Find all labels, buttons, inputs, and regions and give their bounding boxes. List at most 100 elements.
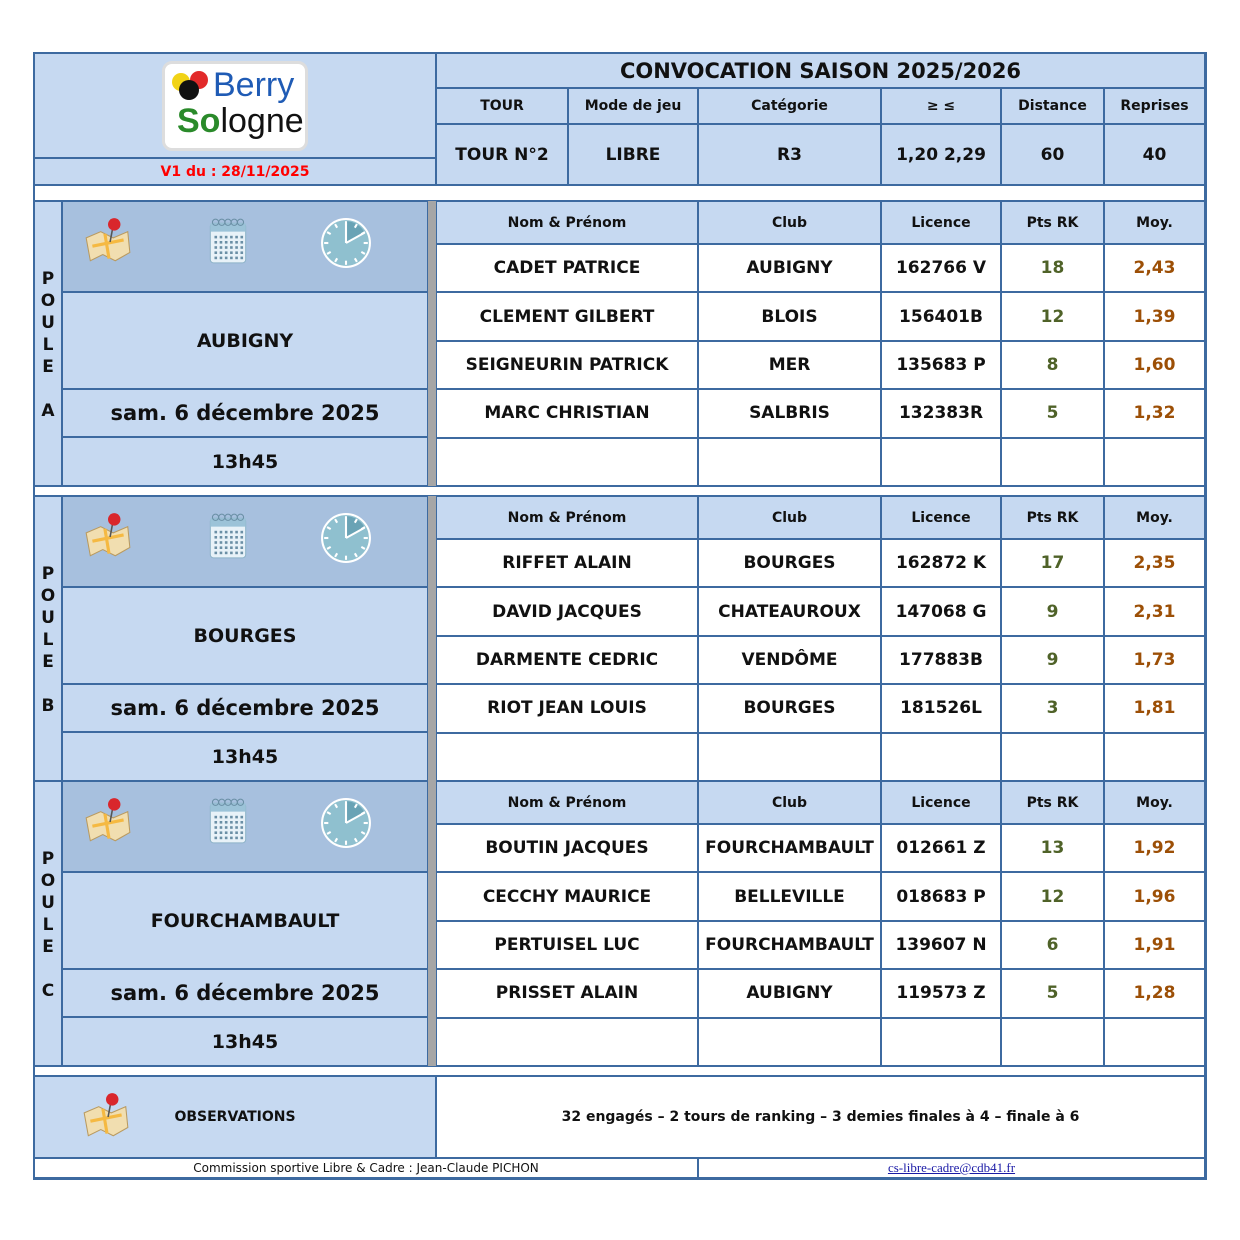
player-name: SEIGNEURIN PATRICK bbox=[436, 340, 698, 390]
poule-letter: O bbox=[40, 871, 56, 891]
table-header-1: Club bbox=[698, 201, 881, 244]
player-licence: 181526L bbox=[881, 684, 1001, 733]
header-value-2: R3 bbox=[698, 124, 881, 185]
poule-letter: O bbox=[40, 291, 56, 311]
clock-icon bbox=[320, 217, 372, 273]
empty-cell bbox=[698, 1017, 881, 1066]
spacer bbox=[34, 486, 1205, 496]
observations-label-cell: OBSERVATIONS bbox=[34, 1076, 436, 1158]
header-value-1: LIBRE bbox=[568, 124, 698, 185]
player-name: RIOT JEAN LOUIS bbox=[436, 684, 698, 733]
player-licence: 162872 K bbox=[881, 539, 1001, 588]
player-pts-rk: 8 bbox=[1001, 340, 1104, 390]
player-name: RIFFET ALAIN bbox=[436, 539, 698, 588]
player-moyenne: 1,81 bbox=[1104, 684, 1205, 733]
poule-letter: E bbox=[42, 652, 54, 672]
table-header-3: Pts RK bbox=[1001, 201, 1104, 244]
poule-letter: L bbox=[42, 630, 54, 650]
poule-letter: O bbox=[40, 586, 56, 606]
table-header-0: Nom & Prénom bbox=[436, 496, 698, 539]
table-header-2: Licence bbox=[881, 201, 1001, 244]
header-col-4: Distance bbox=[1001, 88, 1104, 124]
player-moyenne: 1,39 bbox=[1104, 292, 1205, 341]
poule-city: FOURCHAMBAULT bbox=[62, 872, 428, 969]
poule-letter: A bbox=[41, 401, 55, 421]
map-pin-icon bbox=[82, 795, 134, 851]
poule-letter: P bbox=[41, 269, 55, 289]
player-moyenne: 1,28 bbox=[1104, 969, 1205, 1018]
empty-cell bbox=[1104, 732, 1205, 781]
poule-time: 13h45 bbox=[62, 1017, 428, 1066]
player-moyenne: 1,32 bbox=[1104, 389, 1205, 438]
table-header-1: Club bbox=[698, 496, 881, 539]
poule-letter: U bbox=[41, 893, 55, 913]
table-header-4: Moy. bbox=[1104, 781, 1205, 824]
player-moyenne: 1,96 bbox=[1104, 872, 1205, 921]
player-moyenne: 2,43 bbox=[1104, 244, 1205, 293]
player-pts-rk: 12 bbox=[1001, 292, 1104, 341]
poule-letter: L bbox=[42, 335, 54, 355]
empty-cell bbox=[1001, 732, 1104, 781]
table-header-3: Pts RK bbox=[1001, 781, 1104, 824]
player-pts-rk: 17 bbox=[1001, 539, 1104, 588]
separator-bar bbox=[428, 781, 436, 1066]
player-licence: 147068 G bbox=[881, 587, 1001, 636]
player-club: BOURGES bbox=[698, 684, 881, 733]
header-value-4: 60 bbox=[1001, 124, 1104, 185]
calendar-icon bbox=[202, 795, 254, 851]
empty-cell bbox=[881, 1017, 1001, 1066]
poule-time: 13h45 bbox=[62, 732, 428, 781]
player-club: FOURCHAMBAULT bbox=[698, 920, 881, 970]
player-pts-rk: 5 bbox=[1001, 389, 1104, 438]
empty-cell bbox=[436, 732, 698, 781]
player-pts-rk: 6 bbox=[1001, 920, 1104, 970]
player-club: AUBIGNY bbox=[698, 969, 881, 1018]
player-name: PRISSET ALAIN bbox=[436, 969, 698, 1018]
player-licence: 139607 N bbox=[881, 920, 1001, 970]
player-moyenne: 1,91 bbox=[1104, 920, 1205, 970]
page-title: CONVOCATION SAISON 2025/2026 bbox=[436, 53, 1205, 88]
player-licence: 177883B bbox=[881, 635, 1001, 685]
observations-text: 32 engagés – 2 tours de ranking – 3 demi… bbox=[436, 1076, 1205, 1158]
table-header-4: Moy. bbox=[1104, 201, 1205, 244]
player-club: FOURCHAMBAULT bbox=[698, 824, 881, 873]
header-col-2: Catégorie bbox=[698, 88, 881, 124]
player-pts-rk: 12 bbox=[1001, 872, 1104, 921]
player-moyenne: 1,60 bbox=[1104, 340, 1205, 390]
player-name: CADET PATRICE bbox=[436, 244, 698, 293]
empty-cell bbox=[1104, 1017, 1205, 1066]
header-value-5: 40 bbox=[1104, 124, 1205, 185]
table-header-2: Licence bbox=[881, 781, 1001, 824]
footer-commission: Commission sportive Libre & Cadre : Jean… bbox=[34, 1158, 698, 1178]
player-licence: 119573 Z bbox=[881, 969, 1001, 1018]
poule-letter: B bbox=[41, 696, 55, 716]
poule-letter: L bbox=[42, 915, 54, 935]
player-name: PERTUISEL LUC bbox=[436, 920, 698, 970]
version-label: V1 du : 28/11/2025 bbox=[34, 158, 436, 185]
player-name: MARC CHRISTIAN bbox=[436, 389, 698, 438]
header-col-3: ≥ ≤ bbox=[881, 88, 1001, 124]
table-header-4: Moy. bbox=[1104, 496, 1205, 539]
poule-letter: U bbox=[41, 313, 55, 333]
map-pin-icon bbox=[82, 215, 134, 271]
player-name: DARMENTE CEDRIC bbox=[436, 635, 698, 685]
empty-cell bbox=[1001, 437, 1104, 486]
player-club: VENDÔME bbox=[698, 635, 881, 685]
table-header-3: Pts RK bbox=[1001, 496, 1104, 539]
table-header-1: Club bbox=[698, 781, 881, 824]
email-link[interactable]: cs-libre-cadre@cdb41.fr bbox=[887, 1160, 1016, 1175]
header-col-1: Mode de jeu bbox=[568, 88, 698, 124]
observations-label: OBSERVATIONS bbox=[174, 1109, 296, 1125]
player-pts-rk: 3 bbox=[1001, 684, 1104, 733]
player-club: BOURGES bbox=[698, 539, 881, 588]
empty-cell bbox=[436, 437, 698, 486]
logo-cell: Berry Sologne bbox=[34, 53, 436, 158]
player-moyenne: 1,92 bbox=[1104, 824, 1205, 873]
player-club: BLOIS bbox=[698, 292, 881, 341]
player-moyenne: 2,35 bbox=[1104, 539, 1205, 588]
separator-bar bbox=[428, 201, 436, 486]
map-pin-icon bbox=[82, 510, 134, 566]
player-licence: 135683 P bbox=[881, 340, 1001, 390]
